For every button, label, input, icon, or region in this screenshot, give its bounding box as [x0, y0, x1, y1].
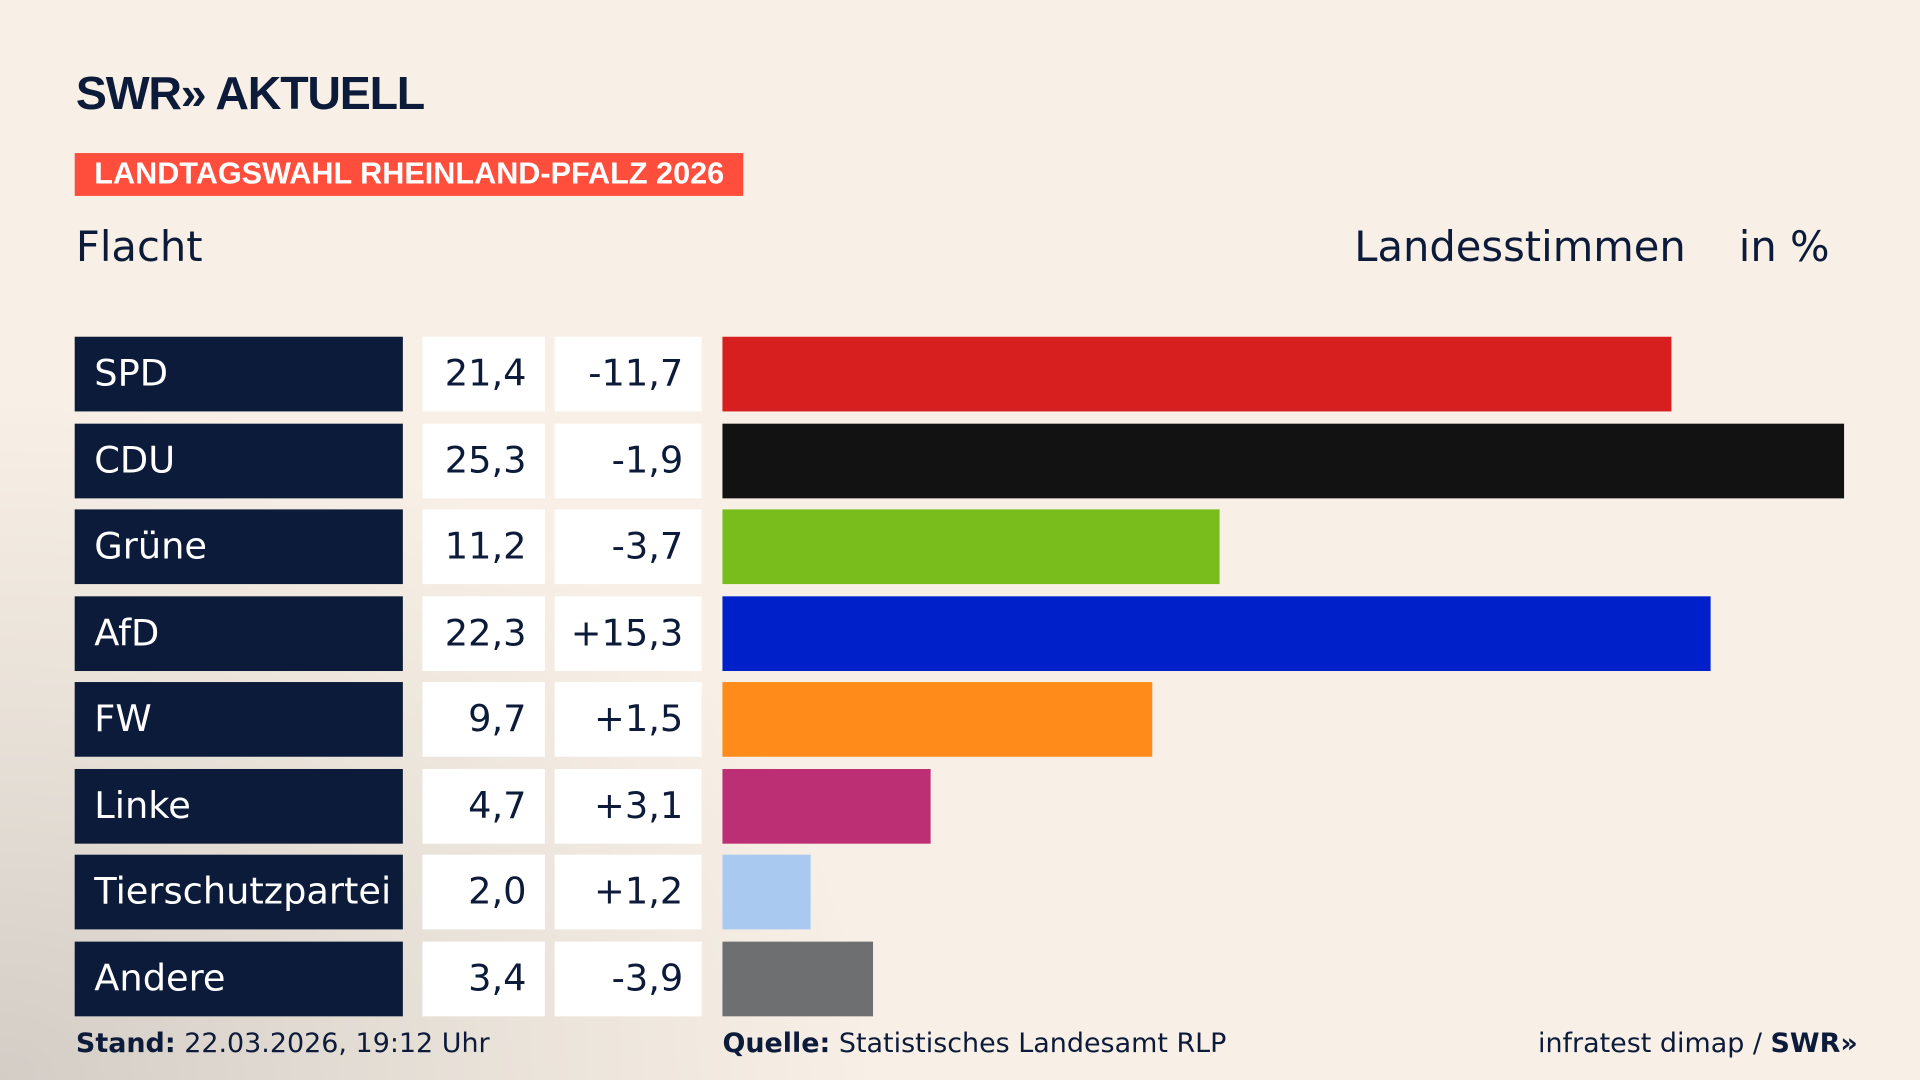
diff-label: +1,5: [554, 682, 702, 757]
party-label: CDU: [74, 423, 403, 498]
stand-label: Stand:: [75, 1028, 176, 1060]
value-label: 3,4: [422, 941, 545, 1016]
party-label: Linke: [74, 768, 403, 844]
diff-label: -1,9: [554, 423, 702, 498]
party-label: SPD: [74, 336, 403, 412]
value-label: 9,7: [422, 682, 545, 757]
diff-label: +1,2: [554, 854, 702, 930]
bar-linke: [722, 768, 931, 844]
diff-label: +15,3: [554, 595, 702, 671]
election-tag: LANDTAGSWAHL RHEINLAND-PFALZ 2026: [74, 153, 744, 196]
stand-value: 22.03.2026, 19:12 Uhr: [184, 1028, 490, 1060]
source: Quelle: Statistisches Landesamt RLP: [722, 1029, 1226, 1060]
bar-grüne: [722, 509, 1219, 585]
municipality-title: Flacht: [75, 222, 203, 272]
bar-cdu: [722, 423, 1845, 498]
party-label: AfD: [74, 595, 403, 671]
measure-label: Landesstimmen: [1354, 222, 1686, 272]
diff-label: +3,1: [554, 768, 702, 844]
party-label: Grüne: [74, 509, 403, 585]
unit-label: in %: [1738, 222, 1830, 272]
source-label: Quelle:: [722, 1028, 831, 1060]
credit-text: infratest dimap /: [1537, 1028, 1771, 1060]
party-label: Tierschutzpartei: [74, 854, 403, 930]
bar-tierschutzpartei: [722, 854, 812, 930]
swr-logo-small: SWR»: [1770, 1028, 1858, 1060]
bar-afd: [722, 595, 1712, 671]
swr-aktuell-logo: SWR» AKTUELL: [75, 68, 425, 121]
diff-label: -3,7: [554, 509, 702, 585]
bar-fw: [722, 682, 1153, 757]
bar-andere: [722, 941, 874, 1016]
credit: infratest dimap / SWR»: [1538, 1029, 1858, 1060]
value-label: 4,7: [422, 768, 545, 844]
bar-spd: [722, 336, 1672, 412]
party-label: FW: [74, 682, 403, 757]
party-label: Andere: [74, 941, 403, 1016]
source-value: Statistisches Landesamt RLP: [838, 1028, 1227, 1060]
timestamp: Stand: 22.03.2026, 19:12 Uhr: [76, 1029, 490, 1060]
diff-label: -11,7: [554, 336, 702, 412]
value-label: 2,0: [422, 854, 545, 930]
value-label: 21,4: [422, 336, 545, 412]
value-label: 22,3: [422, 595, 545, 671]
value-label: 25,3: [422, 423, 545, 498]
diff-label: -3,9: [554, 941, 702, 1016]
value-label: 11,2: [422, 509, 545, 585]
